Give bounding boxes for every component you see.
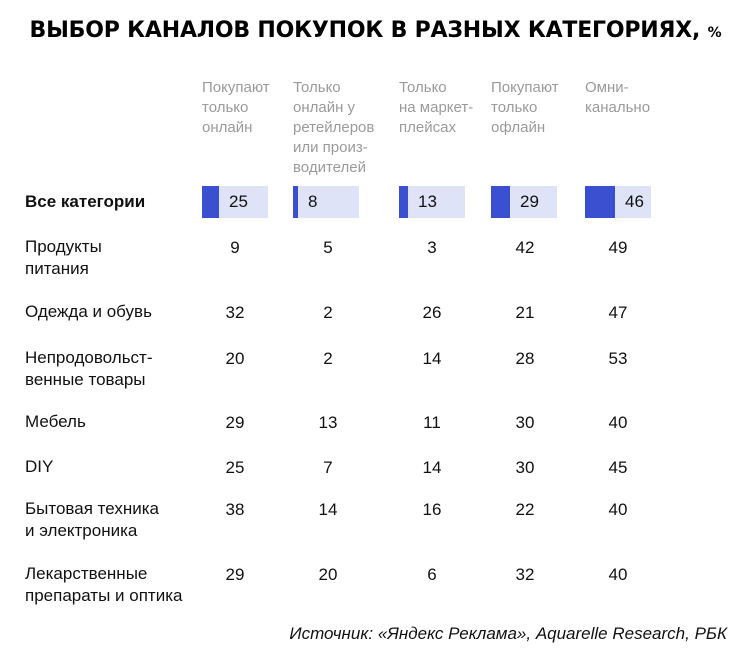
cell-value: 32 <box>515 565 535 584</box>
bar-track <box>293 186 359 218</box>
cell-value: 30 <box>515 458 535 477</box>
cell-value: 40 <box>608 565 628 584</box>
source-note: Источник: «Яндекс Реклама», Aquarelle Re… <box>289 624 727 643</box>
cell-value: 38 <box>225 500 245 519</box>
row-label: DIY <box>25 457 54 476</box>
cell-value: 40 <box>608 413 628 432</box>
cell-value: 13 <box>318 413 338 432</box>
column-header-4: Покупают только офлайн <box>491 79 559 136</box>
row-label: Продукты питания <box>25 237 102 278</box>
bar-track <box>202 186 268 218</box>
cell-value: 32 <box>225 303 245 322</box>
bar-track <box>491 186 557 218</box>
bar-fill <box>399 186 408 218</box>
bar-track <box>585 186 651 218</box>
row-label: Непродовольст- венные товары <box>25 348 153 389</box>
row-label: Одежда и обувь <box>25 302 152 321</box>
bar-fill <box>585 186 615 218</box>
bar-value-label: 29 <box>520 192 539 211</box>
cell-value: 7 <box>323 458 333 477</box>
cell-value: 21 <box>515 303 535 322</box>
cell-value: 25 <box>225 458 245 477</box>
chart-title: ВЫБОР КАНАЛОВ ПОКУПОК В РАЗНЫХ КАТЕГОРИЯ… <box>0 18 751 43</box>
cell-value: 16 <box>422 500 442 519</box>
title-unit: % <box>707 25 722 41</box>
cell-value: 29 <box>225 413 245 432</box>
column-header-2: Только онлайн у ретейлеров или произ- во… <box>293 79 375 176</box>
cell-value: 2 <box>323 349 333 368</box>
title-text: ВЫБОР КАНАЛОВ ПОКУПОК В РАЗНЫХ КАТЕГОРИЯ… <box>29 18 701 43</box>
cell-value: 45 <box>608 458 628 477</box>
cell-value: 49 <box>608 238 628 257</box>
cell-value: 5 <box>323 238 333 257</box>
row-label: Лекарственные препараты и оптика <box>25 564 183 605</box>
cell-value: 47 <box>608 303 628 322</box>
cell-value: 28 <box>515 349 535 368</box>
cell-value: 6 <box>427 565 437 584</box>
row-label: Мебель <box>25 412 86 431</box>
cell-value: 20 <box>225 349 245 368</box>
bar-value-label: 13 <box>418 192 437 211</box>
bar-value-label: 25 <box>229 192 248 211</box>
cell-value: 2 <box>323 303 333 322</box>
cell-value: 20 <box>318 565 338 584</box>
cell-value: 14 <box>422 349 442 368</box>
cell-value: 40 <box>608 500 628 519</box>
bar-fill <box>491 186 510 218</box>
bar-fill <box>202 186 219 218</box>
cell-value: 53 <box>608 349 628 368</box>
row-label: Бытовая техника и электроника <box>25 499 159 540</box>
cell-value: 14 <box>318 500 338 519</box>
cell-value: 42 <box>515 238 535 257</box>
bar-value-label: 46 <box>625 192 644 211</box>
cell-value: 26 <box>422 303 442 322</box>
column-header-1: Покупают только онлайн <box>202 79 270 136</box>
cell-value: 30 <box>515 413 535 432</box>
cell-value: 14 <box>422 458 442 477</box>
cell-value: 3 <box>427 238 437 257</box>
cell-value: 29 <box>225 565 245 584</box>
bar-value-label: 8 <box>308 192 318 211</box>
cell-value: 22 <box>515 500 535 519</box>
cell-value: 11 <box>423 413 441 432</box>
cell-value: 9 <box>230 238 240 257</box>
column-header-5: Омни- канально <box>585 79 651 116</box>
bar-fill <box>293 186 298 218</box>
column-header-3: Только на маркет- плейсах <box>399 79 474 136</box>
row-label: Все категории <box>25 192 146 211</box>
bar-track <box>399 186 465 218</box>
